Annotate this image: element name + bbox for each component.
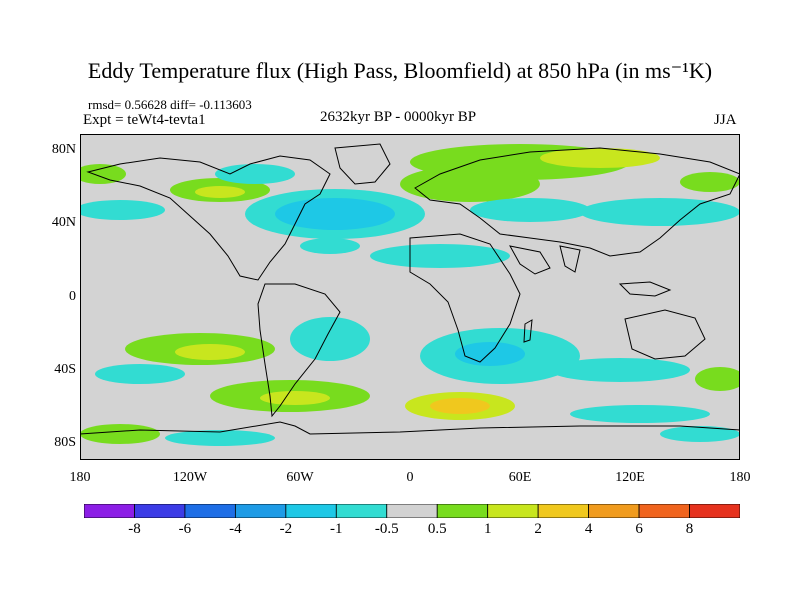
field-patch xyxy=(80,200,165,220)
field-patch xyxy=(680,172,740,192)
field-patch xyxy=(695,367,740,391)
colorbar-swatch xyxy=(285,504,337,518)
colorbar-label: 6 xyxy=(635,521,643,537)
colorbar-label: -6 xyxy=(178,521,192,537)
x-tick-label: 0 xyxy=(406,470,414,485)
field-patch xyxy=(215,164,295,184)
x-tick-label: 120E xyxy=(615,470,645,485)
coastline xyxy=(334,143,391,185)
field-patch xyxy=(195,186,245,198)
field-patch xyxy=(275,198,395,230)
y-tick-label: 80S xyxy=(54,435,76,450)
colorbar xyxy=(84,504,740,518)
field-patch xyxy=(370,244,510,268)
colorbar-swatch xyxy=(134,504,186,518)
coastline xyxy=(414,147,740,257)
field-patch xyxy=(175,344,245,360)
field-patch xyxy=(290,317,370,361)
y-tick-label: 40N xyxy=(51,215,76,230)
colorbar-swatch xyxy=(386,504,438,518)
experiment-label: Expt = teWt4-tevta1 xyxy=(83,112,206,128)
field-patch xyxy=(300,238,360,254)
x-tick-label: 180 xyxy=(69,470,91,485)
period-label: 2632kyr BP - 0000kyr BP xyxy=(320,109,477,125)
coastline xyxy=(523,319,533,343)
colorbar-label: 4 xyxy=(584,521,593,537)
season-label: JJA xyxy=(714,112,737,128)
colorbar-swatch xyxy=(638,504,690,518)
field-patch xyxy=(400,166,540,202)
x-tick-label: 120W xyxy=(172,470,208,485)
flux-field xyxy=(80,144,740,446)
field-patch xyxy=(455,342,525,366)
field-patch xyxy=(80,164,126,184)
coastline xyxy=(257,283,341,418)
colorbar-swatch xyxy=(184,504,236,518)
colorbar-label: -1 xyxy=(330,521,343,537)
colorbar-label: 1 xyxy=(483,521,492,537)
colorbar-label: 2 xyxy=(534,521,542,537)
colorbar-swatch xyxy=(84,504,135,518)
field-patch xyxy=(660,426,740,442)
field-patch xyxy=(80,424,160,444)
coastline xyxy=(618,281,672,297)
coastline xyxy=(624,309,706,360)
field-patch xyxy=(430,398,490,414)
coastline xyxy=(86,155,331,281)
x-tick-label: 60E xyxy=(508,470,532,485)
colorbar-label: -2 xyxy=(279,521,293,537)
x-tick-label: 180 xyxy=(729,470,751,485)
coastlines xyxy=(80,143,740,435)
plot-title: Eddy Temperature flux (High Pass, Bloomf… xyxy=(87,58,713,83)
field-patch xyxy=(570,405,710,423)
field-patch xyxy=(260,391,330,405)
colorbar-swatch xyxy=(436,504,489,518)
map-panel xyxy=(80,134,740,460)
coastline xyxy=(80,421,740,435)
x-tick-label: 60W xyxy=(286,470,314,485)
coastline xyxy=(559,245,581,273)
y-tick-label: 80N xyxy=(51,142,76,157)
coastline xyxy=(509,245,551,275)
coastline xyxy=(409,233,521,363)
colorbar-label: -8 xyxy=(128,521,141,537)
colorbar-swatch xyxy=(689,504,740,518)
colorbar-swatch xyxy=(537,504,590,518)
y-tick-label: 40S xyxy=(54,362,76,377)
map-frame xyxy=(80,134,740,460)
colorbar-swatch xyxy=(588,504,640,518)
field-patch xyxy=(580,198,740,226)
field-patch xyxy=(165,430,275,446)
stats-label: rmsd= 0.56628 diff= -0.113603 xyxy=(88,97,252,112)
field-patch xyxy=(540,148,660,168)
field-patch xyxy=(470,198,590,222)
field-patch xyxy=(95,364,185,384)
colorbar-swatch xyxy=(487,504,539,518)
colorbar-label: -0.5 xyxy=(374,521,399,537)
colorbar-swatch xyxy=(335,504,388,518)
y-tick-label: 0 xyxy=(69,289,76,304)
colorbar-label: 0.5 xyxy=(427,521,447,537)
field-patch xyxy=(550,358,690,382)
colorbar-label: -4 xyxy=(229,521,242,537)
colorbar-label: 8 xyxy=(685,521,694,537)
colorbar-swatch xyxy=(234,504,287,518)
